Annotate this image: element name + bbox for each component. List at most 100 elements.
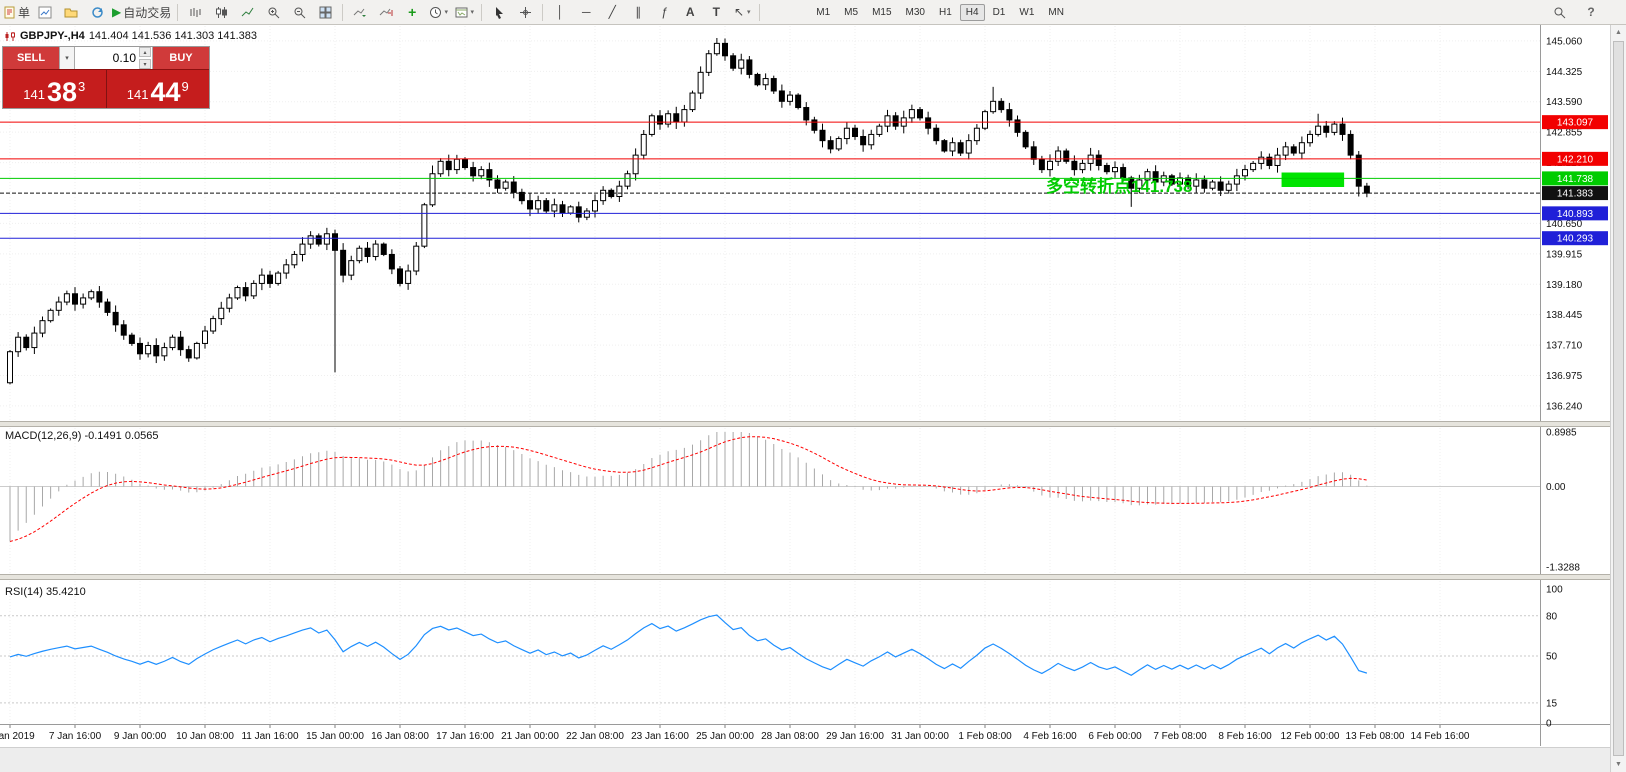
macd-plot — [0, 432, 1540, 542]
zoom-out-button[interactable] — [286, 2, 312, 22]
price-level-lines — [0, 121, 1540, 239]
highlight-rectangle — [1281, 172, 1345, 187]
svg-text:136.975: 136.975 — [1546, 371, 1583, 382]
svg-text:140.893: 140.893 — [1557, 209, 1594, 220]
arrows-tool[interactable]: ↖ ▾ — [733, 5, 751, 19]
channel-tool[interactable]: ∥ — [635, 5, 642, 19]
sell-button[interactable]: SELL — [3, 47, 59, 69]
rsi-label: RSI(14) 35.4210 — [5, 586, 86, 598]
timeframe-group: M1 M5 M15 M30 H1 H4 D1 W1 MN — [810, 3, 1070, 21]
fibonacci-tool[interactable]: ƒ — [660, 5, 668, 19]
autotrading-button[interactable]: ▶ 自动交易 — [110, 2, 173, 22]
lot-size-input[interactable] — [75, 47, 152, 69]
scrollbar-thumb[interactable] — [1613, 41, 1624, 756]
panel-divider[interactable] — [0, 574, 1610, 580]
text-tool[interactable]: A — [685, 5, 695, 19]
lot-increase-button[interactable]: ▴ — [139, 47, 151, 57]
toolbar-separator — [342, 3, 344, 21]
refresh-button[interactable] — [84, 2, 110, 22]
timeframe-m1[interactable]: M1 — [816, 6, 831, 18]
chevron-down-icon: ▾ — [747, 9, 751, 16]
tile-windows-button[interactable] — [312, 2, 338, 22]
svg-text:138.445: 138.445 — [1546, 310, 1583, 321]
macd-label: MACD(12,26,9) -0.1491 0.0565 — [5, 430, 159, 442]
svg-text:7 Jan 16:00: 7 Jan 16:00 — [49, 731, 102, 742]
zoom-out-icon — [294, 7, 306, 18]
timeframe-w1[interactable]: W1 — [1019, 6, 1035, 18]
toolbar-separator — [481, 3, 483, 21]
sell-price-sup: 3 — [78, 79, 86, 94]
line-chart-button[interactable] — [234, 2, 260, 22]
price-axis[interactable]: 145.060144.325143.590142.855142.120141.3… — [1546, 36, 1583, 729]
timeframe-d1[interactable]: D1 — [992, 6, 1006, 18]
time-axis[interactable]: 4 Jan 2019 7 Jan 16:00 9 Jan 00:00 10 Jan 0… — [0, 725, 1470, 742]
one-click-trading-panel: SELL ▾ ▴ ▾ BUY 141 38 3 141 44 9 — [2, 46, 210, 109]
svg-text:140.293: 140.293 — [1557, 234, 1594, 245]
search-button[interactable] — [1546, 2, 1572, 22]
svg-text:29 Jan 16:00: 29 Jan 16:00 — [826, 731, 884, 742]
price-badges: 143.097 142.210 141.738 141.383 140.893 140.2… — [1542, 115, 1608, 246]
svg-text:31 Jan 00:00: 31 Jan 00:00 — [891, 731, 949, 742]
chart-annotation: 多空转折点141.738 — [1046, 177, 1193, 196]
chevron-down-icon: ▾ — [444, 9, 449, 16]
clock-icon — [429, 6, 441, 18]
timeframe-mn[interactable]: MN — [1048, 6, 1064, 18]
horizontal-line-tool[interactable]: ─ — [582, 5, 591, 19]
scroll-up-icon[interactable]: ▲ — [1615, 29, 1622, 36]
buy-button[interactable]: BUY — [153, 47, 209, 69]
vertical-line-tool[interactable]: │ — [556, 5, 565, 19]
toolbar: 单 ▶ 自动交易 + ▾ ▾ — [0, 0, 1626, 25]
svg-text:137.710: 137.710 — [1546, 341, 1583, 352]
toolbar-separator — [759, 3, 761, 21]
timeframe-m15[interactable]: M15 — [872, 6, 892, 18]
svg-text:17 Jan 16:00: 17 Jan 16:00 — [436, 731, 494, 742]
symbol-period: GBPJPY-,H4 — [20, 30, 85, 42]
label-tool[interactable]: T — [712, 5, 720, 19]
svg-text:50: 50 — [1546, 652, 1558, 663]
crosshair-tool-button[interactable] — [512, 2, 538, 22]
vertical-scrollbar[interactable]: ▲ ▼ — [1610, 25, 1626, 772]
one-click-menu-button[interactable]: ▾ — [59, 47, 75, 69]
candlestick-series — [7, 38, 1370, 385]
sell-price-big: 38 — [46, 77, 77, 108]
timeframe-m30[interactable]: M30 — [905, 6, 925, 18]
trendline-tool[interactable]: ╱ — [608, 5, 616, 19]
timeframe-m5[interactable]: M5 — [844, 6, 859, 18]
timeframe-h4[interactable]: H4 — [959, 3, 985, 21]
svg-text:136.240: 136.240 — [1546, 401, 1583, 412]
periods-button[interactable]: ▾ — [425, 2, 451, 22]
svg-text:21 Jan 00:00: 21 Jan 00:00 — [501, 731, 559, 742]
chevron-down-icon: ▾ — [470, 9, 475, 16]
scroll-down-icon[interactable]: ▼ — [1615, 761, 1622, 768]
templates-button[interactable]: ▾ — [451, 2, 477, 22]
cursor-tool-button[interactable] — [486, 2, 512, 22]
candlestick-chart-icon — [215, 6, 227, 18]
status-strip — [0, 747, 1610, 772]
help-button[interactable]: ? — [1578, 2, 1604, 22]
new-chart-button[interactable] — [32, 2, 58, 22]
buy-price-big: 44 — [150, 77, 181, 108]
chart-shift-button[interactable] — [373, 2, 399, 22]
tile-windows-icon — [319, 6, 332, 18]
buy-price[interactable]: 141 44 9 — [107, 70, 210, 108]
lot-size-field: ▴ ▾ — [75, 47, 153, 69]
svg-text:140.650: 140.650 — [1546, 219, 1583, 230]
indicators-button[interactable]: + — [399, 2, 425, 22]
svg-text:25 Jan 00:00: 25 Jan 00:00 — [696, 731, 754, 742]
zoom-in-button[interactable] — [260, 2, 286, 22]
lot-decrease-button[interactable]: ▾ — [139, 59, 151, 69]
chart-grid — [0, 26, 1540, 723]
new-order-label: 单 — [18, 5, 31, 20]
svg-text:15 Jan 00:00: 15 Jan 00:00 — [306, 731, 364, 742]
timeframe-h1[interactable]: H1 — [938, 6, 952, 18]
profiles-button[interactable] — [58, 2, 84, 22]
bar-chart-button[interactable] — [182, 2, 208, 22]
panel-divider[interactable] — [0, 421, 1610, 427]
svg-text:141.383: 141.383 — [1557, 189, 1594, 200]
chart-shift-icon — [379, 8, 393, 16]
sell-price[interactable]: 141 38 3 — [3, 70, 107, 108]
candlestick-chart-button[interactable] — [208, 2, 234, 22]
auto-scroll-button[interactable] — [347, 2, 373, 22]
new-order-button[interactable]: 单 — [2, 2, 32, 22]
